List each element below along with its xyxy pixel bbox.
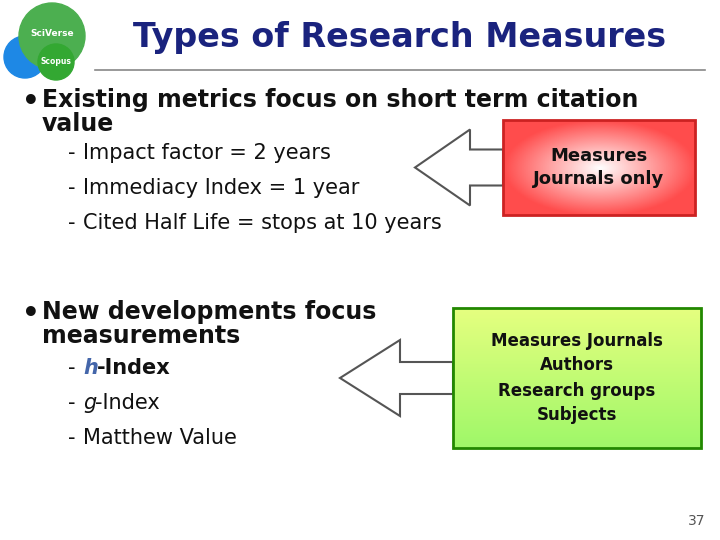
Text: New developments focus: New developments focus xyxy=(42,300,377,324)
Bar xyxy=(503,120,695,215)
Text: Measures
Journals only: Measures Journals only xyxy=(534,147,665,188)
Bar xyxy=(453,308,701,448)
Text: g: g xyxy=(83,393,96,413)
Text: value: value xyxy=(42,112,114,136)
Text: Measures Journals
Authors
Research groups
Subjects: Measures Journals Authors Research group… xyxy=(491,332,663,424)
Circle shape xyxy=(38,44,74,80)
Text: -Index: -Index xyxy=(97,358,171,378)
Text: Scopus: Scopus xyxy=(40,57,71,66)
Text: Immediacy Index = 1 year: Immediacy Index = 1 year xyxy=(83,178,359,198)
Text: h: h xyxy=(83,358,98,378)
Polygon shape xyxy=(415,130,503,206)
Text: Existing metrics focus on short term citation: Existing metrics focus on short term cit… xyxy=(42,88,639,112)
Circle shape xyxy=(4,36,46,78)
Text: Cited Half Life = stops at 10 years: Cited Half Life = stops at 10 years xyxy=(83,213,442,233)
Circle shape xyxy=(19,3,85,69)
Text: -: - xyxy=(68,393,76,413)
Text: -: - xyxy=(68,143,76,163)
Text: -: - xyxy=(68,428,76,448)
Text: Types of Research Measures: Types of Research Measures xyxy=(133,21,667,53)
Text: •: • xyxy=(22,88,40,116)
Text: -Index: -Index xyxy=(95,393,160,413)
Text: -: - xyxy=(68,358,76,378)
Text: -: - xyxy=(68,178,76,198)
Text: Matthew Value: Matthew Value xyxy=(83,428,237,448)
Text: -: - xyxy=(68,213,76,233)
Text: •: • xyxy=(22,300,40,328)
Text: Impact factor = 2 years: Impact factor = 2 years xyxy=(83,143,331,163)
Text: SciVerse: SciVerse xyxy=(30,30,74,38)
Polygon shape xyxy=(340,340,453,416)
Text: 37: 37 xyxy=(688,514,705,528)
Text: measurements: measurements xyxy=(42,324,240,348)
